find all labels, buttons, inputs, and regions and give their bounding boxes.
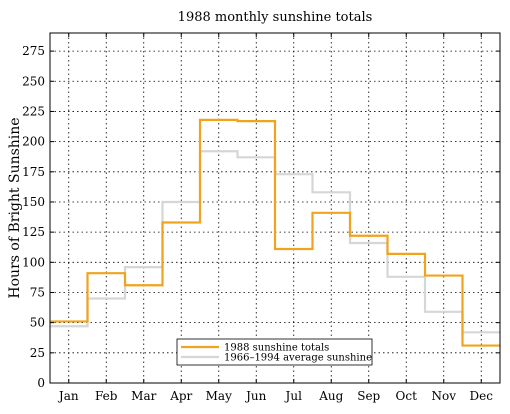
y-tick-label: 175 xyxy=(22,165,45,179)
axis-ticks: 0 25 50 75 100 125 150 175 200 225 250 275 Jan Feb Mar… xyxy=(22,33,500,403)
series-layer xyxy=(50,118,500,347)
y-tick-label: 0 xyxy=(37,376,45,390)
x-tick-label: Apr xyxy=(169,389,192,403)
x-tick-label: Sep xyxy=(357,389,380,403)
y-tick-label: 125 xyxy=(22,225,45,239)
y-tick-label: 150 xyxy=(22,195,45,209)
y-tick-label: 200 xyxy=(22,135,45,149)
legend-box xyxy=(176,338,373,366)
y-tick-label: 275 xyxy=(22,44,45,58)
y-axis-label: Hours of Bright Sunshine xyxy=(7,117,23,298)
series-line-0 xyxy=(50,118,500,347)
y-tick-label: 100 xyxy=(22,255,45,269)
x-tick-label: Aug xyxy=(318,389,343,403)
x-tick-label: Nov xyxy=(431,389,456,403)
y-tick-label: 50 xyxy=(30,316,45,330)
plot-frame xyxy=(49,32,501,384)
y-tick-label: 25 xyxy=(30,346,45,360)
y-tick-label: 75 xyxy=(30,285,45,299)
x-tick-label: Oct xyxy=(396,389,418,403)
y-tick-label: 250 xyxy=(22,74,45,88)
y-tick-label: 225 xyxy=(22,104,45,118)
x-tick-label: May xyxy=(206,389,232,403)
x-tick-label: Feb xyxy=(95,389,118,403)
legend-label-0: 1988 sunshine totals xyxy=(224,343,329,354)
x-tick-label: Dec xyxy=(470,389,494,403)
x-tick-label: Jul xyxy=(284,389,303,403)
chart-title: 1988 monthly sunshine totals xyxy=(178,10,373,25)
x-tick-label: Mar xyxy=(131,389,156,403)
legend-label-1: 1966–1994 average sunshine xyxy=(224,353,372,364)
x-tick-label: Jan xyxy=(57,389,79,403)
x-tick-label: Jun xyxy=(244,389,267,403)
